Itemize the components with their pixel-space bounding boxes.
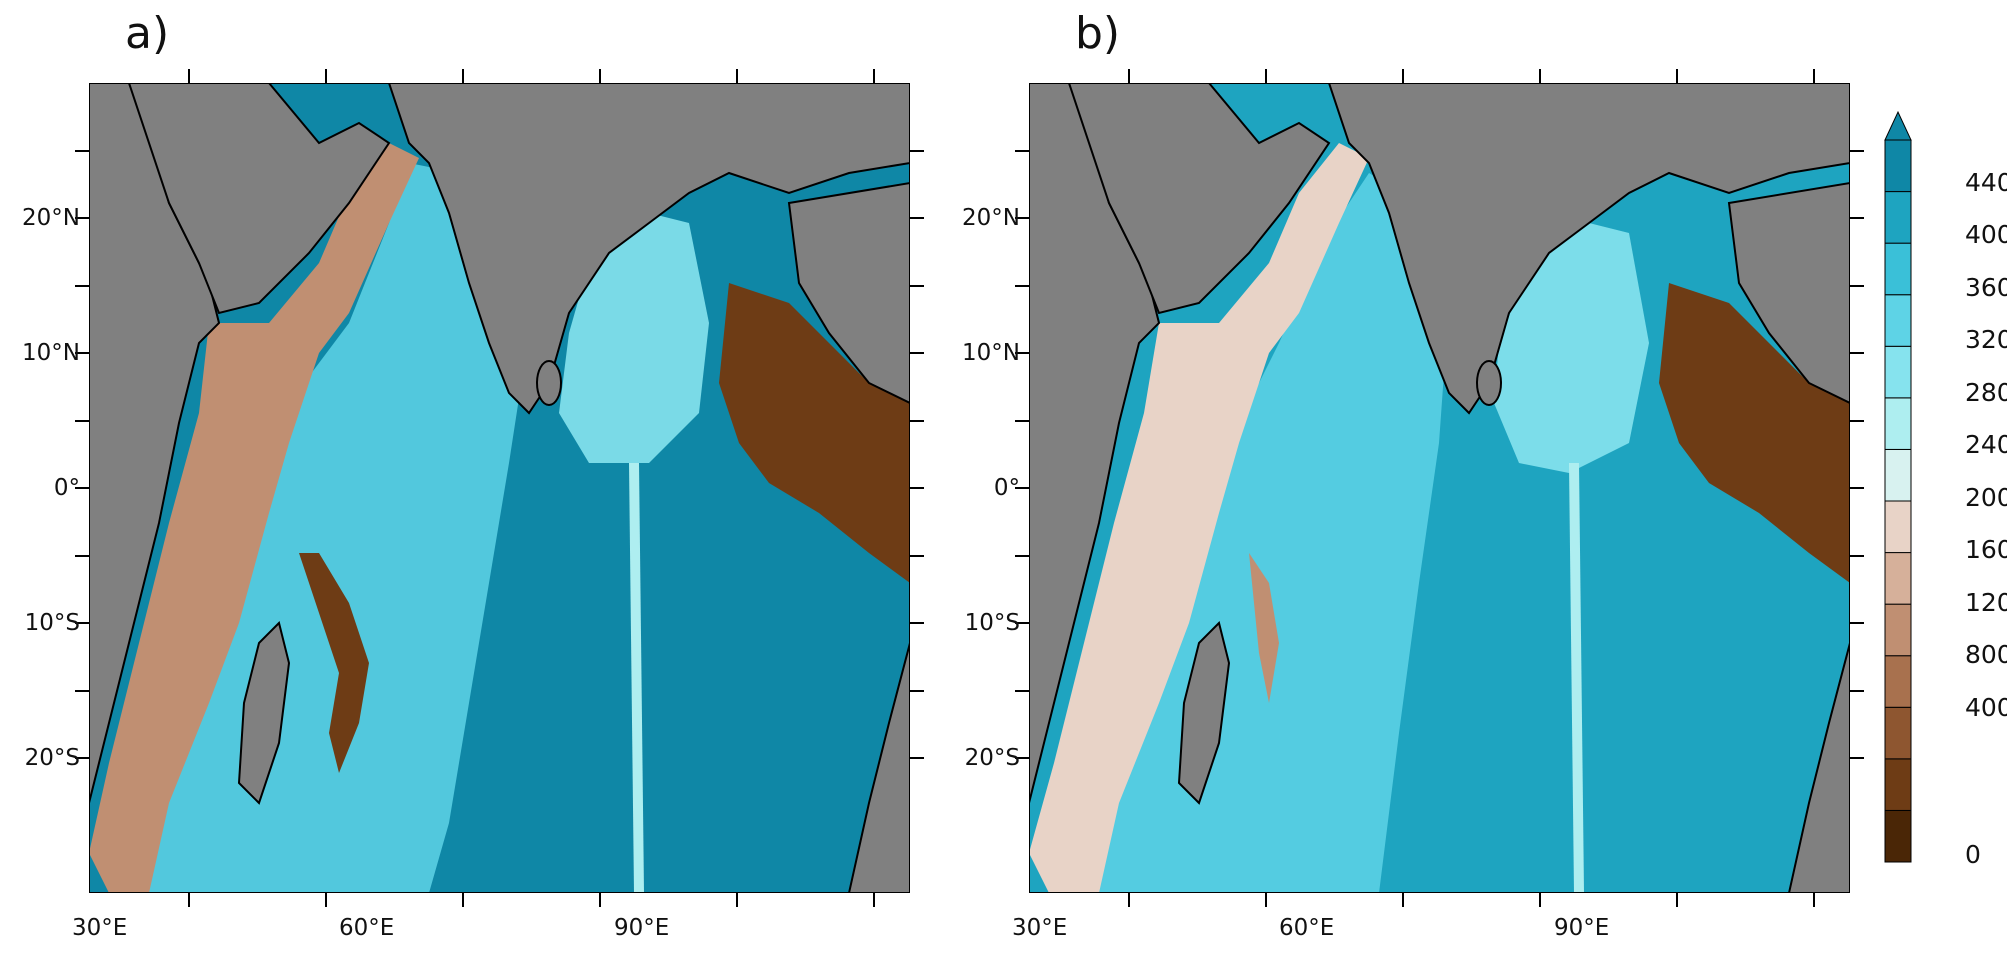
colorbar-swatch bbox=[1884, 345, 1912, 399]
panel-a-label: a) bbox=[125, 8, 170, 59]
y-tick-label: 10°N bbox=[962, 340, 1020, 366]
x-tick-label: 30°E bbox=[72, 915, 128, 941]
colorbar-label: 1600 bbox=[1965, 535, 2007, 564]
australia-land bbox=[847, 642, 910, 893]
map-panel-b bbox=[1029, 83, 1850, 893]
y-tick-label: 20°N bbox=[962, 205, 1020, 231]
indochina-land bbox=[1727, 181, 1850, 405]
colorbar-swatch bbox=[1884, 191, 1912, 244]
bay-of-bengal-zone bbox=[1494, 223, 1649, 473]
colorbar-swatch bbox=[1884, 809, 1912, 863]
western-shelf bbox=[89, 143, 419, 893]
colorbar-label: 1200 bbox=[1965, 588, 2007, 617]
bay-of-bengal-zone bbox=[559, 213, 709, 463]
indochina-land bbox=[787, 181, 910, 405]
y-tick-label: 0° bbox=[993, 475, 1020, 501]
asia-land bbox=[1327, 83, 1850, 415]
western-shelf bbox=[1029, 143, 1369, 893]
colorbar-label: 400 bbox=[1965, 693, 2007, 722]
colorbar-swatch bbox=[1884, 397, 1912, 450]
mascarene-plateau bbox=[299, 553, 369, 773]
colorbar-swatch bbox=[1884, 706, 1912, 760]
panel-b-label: b) bbox=[1075, 8, 1121, 59]
colorbar bbox=[1884, 110, 1912, 863]
colorbar-swatch bbox=[1884, 603, 1912, 657]
colorbar-swatch bbox=[1884, 500, 1912, 554]
ninety-east-ridge bbox=[629, 463, 644, 893]
y-tick-label: 20°N bbox=[22, 205, 80, 231]
colorbar-swatch bbox=[1884, 242, 1912, 296]
map-panel-a bbox=[89, 83, 910, 893]
colorbar-label: 0 bbox=[1965, 840, 1981, 869]
arabia-land bbox=[127, 83, 391, 315]
colorbar-swatch bbox=[1884, 294, 1912, 347]
madagascar-land bbox=[237, 621, 291, 805]
y-tick-label: 20°S bbox=[24, 745, 80, 771]
y-tick-label: 10°S bbox=[24, 610, 80, 636]
y-tick-label: 0° bbox=[53, 475, 80, 501]
colorbar-swatch bbox=[1884, 552, 1912, 605]
colorbar-label: 2400 bbox=[1965, 430, 2007, 459]
arabia-land bbox=[1067, 83, 1331, 315]
colorbar-swatch bbox=[1884, 139, 1912, 193]
x-tick-label: 30°E bbox=[1012, 915, 1068, 941]
colorbar-label: 800 bbox=[1965, 640, 2007, 669]
y-tick-label: 20°S bbox=[964, 745, 1020, 771]
asia-land bbox=[387, 83, 910, 415]
colorbar-label: 2800 bbox=[1965, 378, 2007, 407]
southeast-asia-shelf bbox=[719, 283, 910, 583]
southeast-asia-shelf bbox=[1659, 283, 1850, 583]
colorbar-label: 4400 bbox=[1965, 168, 2007, 197]
madagascar-land bbox=[1177, 621, 1231, 805]
x-tick-label: 90°E bbox=[614, 915, 670, 941]
y-tick-label: 10°S bbox=[964, 610, 1020, 636]
ninety-east-ridge bbox=[1569, 463, 1584, 893]
x-tick-label: 60°E bbox=[1279, 915, 1335, 941]
colorbar-label: 3600 bbox=[1965, 273, 2007, 302]
colorbar-extend-arrow bbox=[1884, 110, 1912, 141]
colorbar-swatch bbox=[1884, 448, 1912, 502]
colorbar-label: 2000 bbox=[1965, 483, 2007, 512]
australia-land bbox=[1787, 642, 1850, 893]
colorbar-label: 3200 bbox=[1965, 325, 2007, 354]
sri-lanka-land bbox=[536, 360, 562, 406]
ridge-zone bbox=[1059, 173, 1449, 893]
y-tick-label: 10°N bbox=[22, 340, 80, 366]
mascarene-plateau bbox=[1249, 553, 1279, 703]
colorbar-swatch bbox=[1884, 758, 1912, 811]
x-tick-label: 60°E bbox=[339, 915, 395, 941]
x-tick-label: 90°E bbox=[1554, 915, 1610, 941]
ridge-zone bbox=[109, 163, 529, 893]
sri-lanka-land bbox=[1476, 360, 1502, 406]
colorbar-swatch bbox=[1884, 655, 1912, 708]
